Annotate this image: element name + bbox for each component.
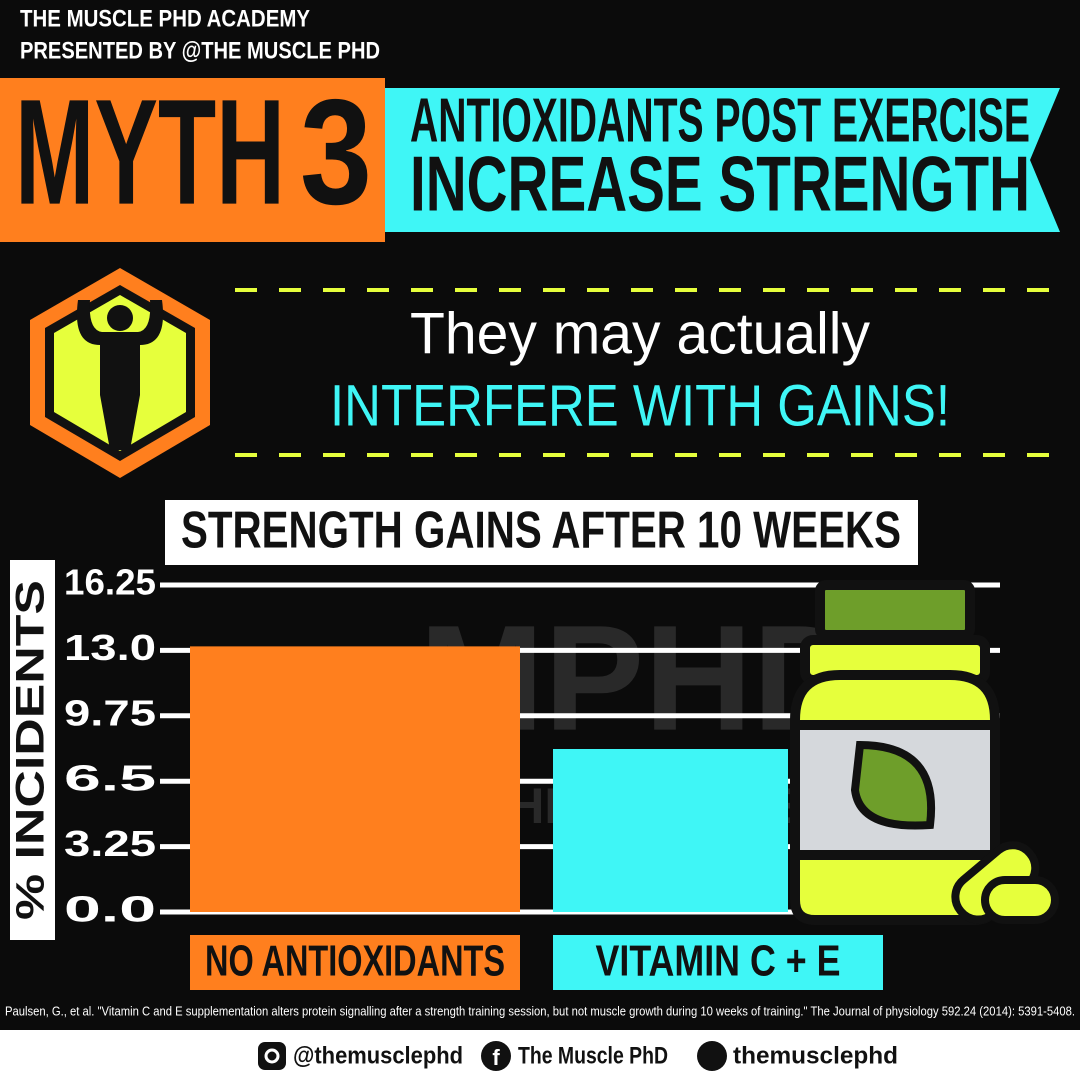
claim-line: INCREASE STRENGTH [410, 140, 1030, 228]
snapchat-icon [697, 1041, 727, 1071]
chart-title: STRENGTH GAINS AFTER 10 WEEKS [181, 502, 901, 560]
category-box [553, 935, 883, 990]
facebook-icon [481, 1041, 511, 1071]
claim-line: ANTIOXIDANTS POST EXERCISE [410, 86, 1030, 155]
facebook-icon-letter: f [492, 1045, 500, 1070]
bottle-illustration [790, 580, 1059, 925]
bar [190, 646, 520, 912]
verdict-highlight: INTERFERE WITH GAINS! [330, 373, 950, 438]
x-tick-label: VITAMIN C + E [596, 937, 841, 986]
citation: Paulsen, G., et al. "Vitamin C and E sup… [5, 1003, 1075, 1018]
y-tick-label: 0.0 [64, 889, 156, 930]
y-tick-label: 9.75 [64, 692, 156, 733]
instagram-handle[interactable]: @themusclephd [293, 1042, 463, 1069]
x-tick-label: NO ANTIOXIDANTS [205, 937, 505, 986]
instagram-icon-lens [264, 1048, 280, 1064]
myth-number: 3 [300, 68, 372, 236]
myth-label: MYTH [15, 68, 285, 236]
myth-box [0, 78, 385, 242]
y-tick-label: 13.0 [64, 627, 156, 668]
y-label-box [10, 560, 55, 940]
y-tick-label: 16.25 [64, 562, 156, 603]
facebook-handle[interactable]: The Muscle PhD [518, 1042, 668, 1069]
snapchat-handle[interactable]: themusclephd [733, 1042, 898, 1069]
category-box [190, 935, 520, 990]
y-axis-title: % INCIDENTS [9, 580, 53, 920]
bar [553, 749, 788, 912]
claim-banner [385, 88, 1060, 232]
hex-icon [30, 268, 210, 478]
header-line: PRESENTED BY @THE MUSCLE PHD [20, 37, 380, 64]
footer-bar [0, 1030, 1080, 1080]
instagram-icon [258, 1042, 286, 1070]
verdict-line: They may actually [410, 301, 870, 366]
header-line: THE MUSCLE PHD ACADEMY [20, 5, 310, 32]
plot: 0.0 3.25 6.5 9.75 13.0 16.25 NO ANTIOXIDANTS VI… [64, 562, 1000, 990]
y-tick-label: 6.5 [64, 758, 156, 799]
y-tick-label: 3.25 [64, 823, 156, 864]
chart-title-box [165, 500, 918, 565]
